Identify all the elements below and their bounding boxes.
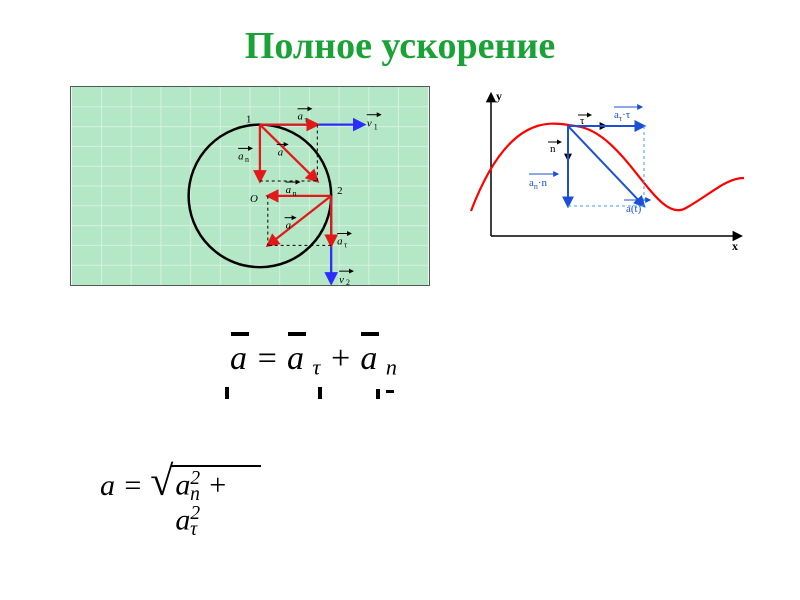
fm-eq: = (123, 469, 151, 502)
formula-vector: a = a τ + a n (230, 340, 397, 381)
svg-text:n: n (245, 155, 249, 164)
fv-an-a: a (360, 340, 377, 377)
fm-a: a (100, 469, 115, 502)
svg-text:x: x (732, 239, 738, 253)
svg-text:a: a (286, 220, 292, 232)
fv-plus: + (329, 340, 360, 377)
fv-eq: = (256, 340, 287, 377)
svg-text:1: 1 (374, 123, 378, 132)
circle-diagram: 1 2 O v1 aτ an a an aτ a (70, 86, 430, 286)
fv-an-sub: n (386, 355, 397, 380)
svg-text:a: a (238, 150, 244, 162)
fm-at-sub: τ (190, 519, 197, 540)
svg-text:aτ·τ: aτ·τ (614, 109, 631, 123)
page-title: Полное ускорение (0, 0, 800, 86)
formula-magnitude: a = √ a2n + a2τ (100, 465, 261, 539)
svg-text:1: 1 (246, 114, 251, 126)
curve-diagram: x y τ aτ·τ n an·n a(t) (466, 86, 746, 256)
svg-text:a: a (278, 146, 284, 158)
stray-bars (225, 386, 394, 404)
svg-text:a(t): a(t) (626, 203, 642, 215)
fv-atau-a: a (287, 340, 304, 377)
fm-at-a: a (175, 504, 190, 537)
svg-text:a: a (286, 184, 292, 196)
svg-text:2: 2 (346, 278, 350, 286)
svg-text:v: v (339, 274, 344, 286)
svg-text:y: y (496, 89, 502, 103)
svg-text:an·n: an·n (529, 177, 548, 191)
svg-text:a: a (337, 235, 343, 247)
svg-text:v: v (367, 118, 372, 130)
svg-text:a: a (298, 111, 304, 123)
svg-text:O: O (250, 193, 258, 205)
fm-an-a: a (175, 469, 190, 502)
svg-text:n: n (550, 143, 556, 155)
svg-text:n: n (293, 189, 297, 198)
svg-text:τ: τ (344, 240, 347, 249)
fm-plus: + (207, 469, 227, 502)
fv-a: a (230, 340, 247, 377)
fv-atau-sub: τ (312, 355, 320, 380)
svg-text:2: 2 (337, 185, 342, 197)
fm-an-sub: n (190, 484, 200, 505)
svg-text:τ: τ (304, 116, 307, 125)
diagrams-row: 1 2 O v1 aτ an a an aτ a (0, 86, 800, 286)
